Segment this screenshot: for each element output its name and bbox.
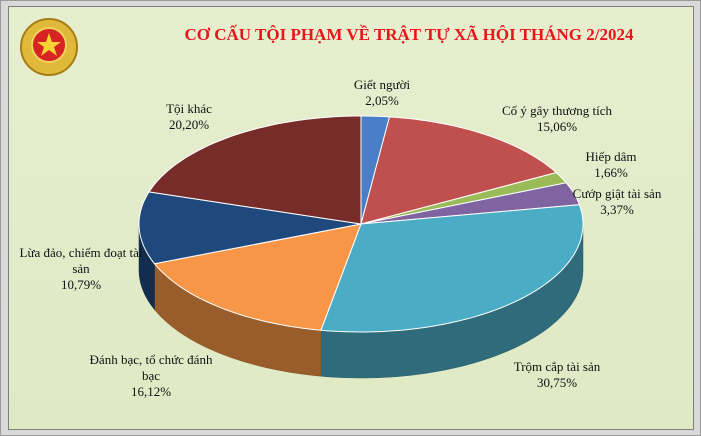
slice: [320, 204, 584, 333]
slice-value: 1,66%: [594, 165, 628, 180]
data-label: Cố ý gây thương tích 15,06%: [477, 103, 637, 135]
slice-value: 15,06%: [536, 119, 578, 134]
data-label: Giết người 2,05%: [322, 77, 442, 109]
slice-value: 16,12%: [130, 384, 172, 399]
slice: [148, 115, 362, 225]
data-label: Trộm cắp tài sản 30,75%: [487, 359, 627, 391]
data-label: Lừa đảo, chiếm đoạt tài sản 10,79%: [11, 245, 151, 293]
slice-name: Đánh bạc, tổ chức đánh bạc: [89, 352, 213, 383]
slice: [360, 116, 558, 225]
chart-panel: CƠ CẤU TỘI PHẠM VỀ TRẬT TỰ XÃ HỘI THÁNG …: [8, 6, 694, 430]
data-label: Cướp giật tài sản 3,37%: [547, 186, 687, 218]
emblem: [20, 18, 78, 76]
slice-name: Giết người: [353, 77, 411, 92]
chart-title: CƠ CẤU TỘI PHẠM VỀ TRẬT TỰ XÃ HỘI THÁNG …: [184, 25, 634, 44]
chart: [20, 18, 584, 379]
slice-name: Cướp giật tài sản: [572, 186, 662, 201]
slice-value: 30,75%: [536, 375, 578, 390]
slice: [138, 191, 362, 265]
slice-name: Lừa đảo, chiếm đoạt tài sản: [19, 245, 143, 276]
data-label: Tội khác 20,20%: [139, 101, 239, 133]
slice-value: 20,20%: [168, 117, 210, 132]
slice-value: 3,37%: [600, 202, 634, 217]
slice: [360, 182, 581, 225]
slice-name: Trộm cắp tài sản: [513, 359, 601, 374]
slice-value: 10,79%: [60, 277, 102, 292]
pie: [138, 115, 584, 379]
slice-value: 2,05%: [365, 93, 399, 108]
slice-name: Cố ý gây thương tích: [502, 103, 612, 118]
data-label: Hiếp dâm 1,66%: [566, 149, 656, 181]
data-label: Đánh bạc, tổ chức đánh bạc 16,12%: [81, 352, 221, 400]
slice-name: Hiếp dâm: [585, 149, 637, 164]
slice: [153, 223, 362, 331]
slice-name: Tội khác: [166, 101, 212, 116]
